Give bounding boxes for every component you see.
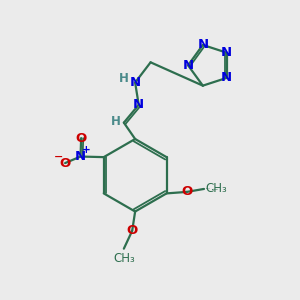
Text: CH₃: CH₃ bbox=[206, 182, 227, 195]
Text: N: N bbox=[221, 71, 232, 84]
Text: methoxy: methoxy bbox=[212, 188, 219, 190]
Text: N: N bbox=[197, 38, 208, 51]
Text: H: H bbox=[111, 115, 121, 128]
Text: +: + bbox=[82, 145, 91, 155]
Text: O: O bbox=[127, 224, 138, 237]
Text: O: O bbox=[76, 132, 87, 145]
Text: methyl: methyl bbox=[206, 188, 210, 189]
Text: −: − bbox=[54, 152, 63, 161]
Text: N: N bbox=[75, 150, 86, 163]
Text: O: O bbox=[181, 185, 192, 198]
Text: N: N bbox=[182, 59, 194, 72]
Text: N: N bbox=[221, 46, 232, 59]
Text: O: O bbox=[59, 157, 71, 169]
Text: N: N bbox=[133, 98, 144, 111]
Text: CH₃: CH₃ bbox=[113, 252, 135, 265]
Text: N: N bbox=[130, 76, 141, 89]
Text: H: H bbox=[119, 72, 129, 85]
